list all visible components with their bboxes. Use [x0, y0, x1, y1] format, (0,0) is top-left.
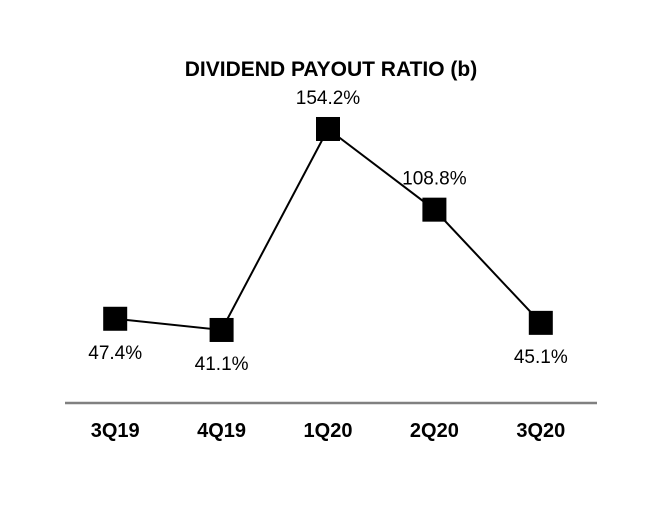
data-point-marker-3Q19: [103, 306, 128, 331]
series-line: [115, 127, 542, 332]
x-axis-label-2Q20: 2Q20: [410, 420, 459, 442]
data-point-marker-1Q20: [316, 116, 340, 141]
data-label-2Q20: 108.8%: [402, 169, 467, 190]
x-axis-label-4Q19: 4Q19: [197, 420, 246, 442]
chart-title: DIVIDEND PAYOUT RATIO (b): [184, 58, 478, 81]
data-label-3Q20: 45.1%: [514, 347, 568, 368]
data-point-marker-4Q19: [209, 317, 234, 342]
x-axis-label-1Q20: 1Q20: [304, 420, 353, 442]
data-point-marker-2Q20: [422, 197, 447, 222]
data-label-1Q20: 154.2%: [296, 88, 361, 109]
data-label-3Q19: 47.4%: [88, 343, 142, 364]
data-point-marker-3Q20: [528, 310, 553, 335]
x-axis-label-3Q19: 3Q19: [91, 420, 140, 442]
data-label-4Q19: 41.1%: [195, 354, 249, 375]
x-axis-label-3Q20: 3Q20: [516, 420, 565, 442]
